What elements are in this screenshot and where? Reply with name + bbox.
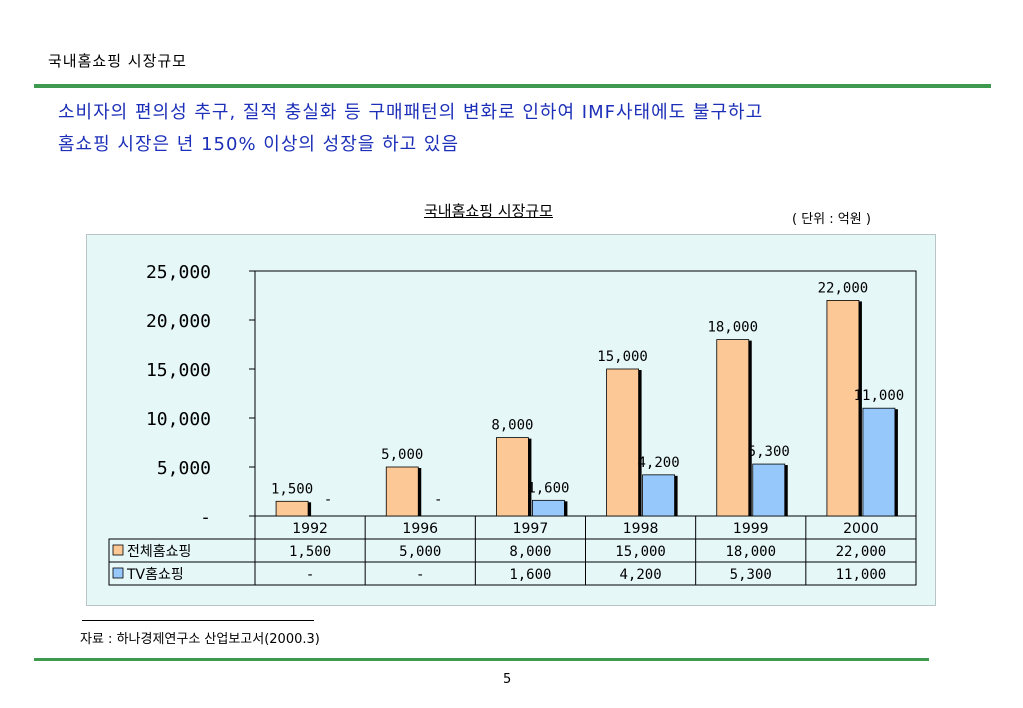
headline-line-2: 홈쇼핑 시장은 년 150% 이상의 성장을 하고 있음	[58, 134, 460, 155]
bar-tv-2000	[862, 407, 896, 517]
page-number: 5	[503, 672, 512, 687]
legend-label-tv: TV홈쇼핑	[126, 567, 184, 583]
data-label-total: 18,000	[707, 320, 758, 336]
table-cell-tv: 4,200	[620, 567, 662, 583]
y-tick-label: 5,000	[157, 458, 211, 479]
table-cell-total: 22,000	[836, 544, 887, 560]
table-cell-tv: 11,000	[836, 567, 887, 583]
y-tick-label: 15,000	[146, 360, 211, 381]
data-label-total: 22,000	[818, 280, 869, 296]
headline: 소비자의 편의성 추구, 질적 충실화 등 구매패턴의 변화로 인하여 IMF사…	[58, 97, 763, 161]
data-label-total: 1,500	[271, 481, 313, 497]
bar-tv-1998	[642, 474, 675, 517]
bar-tv-1997	[532, 499, 565, 517]
table-cell-total: 18,000	[725, 544, 776, 560]
bar-chart: -5,00010,00015,00020,00025,0001,500-5,00…	[108, 262, 917, 586]
data-label-total: 15,000	[597, 349, 648, 365]
table-cell-total: 1,500	[289, 544, 331, 560]
bar-total-2000	[826, 300, 860, 517]
bar-total-1997	[496, 437, 529, 517]
y-tick-label: 25,000	[146, 262, 211, 283]
legend-key-total	[112, 544, 124, 556]
table-cell-tv: -	[306, 567, 314, 583]
legend-key-tv	[112, 567, 124, 579]
x-tick-label: 1996	[402, 521, 438, 537]
data-label-tv: 1,600	[527, 480, 569, 496]
bar-total-1996	[385, 466, 419, 517]
source-note: 자료 : 하나경제연구소 산업보고서(2000.3)	[80, 632, 320, 647]
table-cell-total: 15,000	[615, 544, 666, 560]
data-label-tv: 5,300	[748, 444, 790, 460]
bar-total-1992	[275, 500, 309, 517]
bottom-divider	[34, 658, 929, 661]
headline-line-1: 소비자의 편의성 추구, 질적 충실화 등 구매패턴의 변화로 인하여 IMF사…	[58, 102, 764, 123]
x-tick-label: 1999	[733, 521, 769, 537]
y-tick-label: -	[200, 507, 211, 528]
bar-tv-1999	[752, 463, 786, 517]
table-cell-tv: 5,300	[730, 567, 772, 583]
data-label-tv: 11,000	[854, 388, 905, 404]
data-label-total: 5,000	[381, 447, 423, 463]
y-tick-label: 20,000	[146, 311, 211, 332]
table-cell-tv: -	[416, 567, 424, 583]
data-label-tv: -	[324, 492, 332, 508]
chart-area: -5,000 10,000 15,000 20,000 25,000 1,500-5,00…	[86, 234, 936, 606]
top-divider	[34, 84, 991, 88]
table-cell-tv: 1,600	[509, 567, 551, 583]
y-tick-label: 10,000	[146, 409, 211, 430]
legend-label-total: 전체홈쇼핑	[127, 544, 191, 560]
data-label-tv: -	[434, 492, 442, 508]
source-divider	[82, 620, 314, 621]
table-cell-total: 8,000	[509, 544, 551, 560]
slide-title: 국내홈쇼핑 시장규모	[48, 52, 187, 70]
bar-total-1999	[716, 339, 750, 517]
x-tick-label: 1997	[513, 521, 549, 537]
x-tick-label: 2000	[843, 521, 879, 537]
plot-frame	[254, 270, 917, 517]
bar-total-1998	[606, 368, 639, 517]
x-tick-label: 1998	[623, 521, 659, 537]
table-cell-total: 5,000	[399, 544, 441, 560]
data-label-total: 8,000	[491, 418, 533, 434]
x-tick-label: 1992	[292, 521, 328, 537]
chart-title: 국내홈쇼핑 시장규모	[424, 202, 553, 220]
chart-unit: ( 단위 : 억원 )	[792, 212, 871, 227]
data-label-tv: 4,200	[638, 455, 680, 471]
